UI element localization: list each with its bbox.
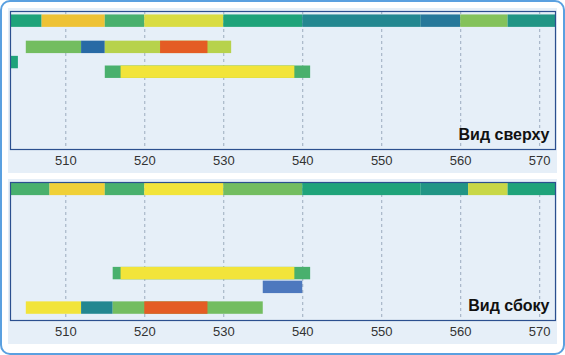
svg-text:510: 510 (55, 324, 77, 339)
svg-text:570: 570 (529, 324, 551, 339)
svg-text:560: 560 (450, 324, 472, 339)
svg-text:550: 550 (371, 324, 393, 339)
svg-text:560: 560 (450, 153, 472, 168)
svg-text:520: 520 (134, 153, 156, 168)
svg-text:530: 530 (213, 153, 235, 168)
svg-text:530: 530 (213, 324, 235, 339)
svg-text:Вид сбоку: Вид сбоку (468, 297, 549, 314)
svg-text:520: 520 (134, 324, 156, 339)
svg-text:510: 510 (55, 153, 77, 168)
svg-text:540: 540 (292, 324, 314, 339)
svg-text:540: 540 (292, 153, 314, 168)
svg-text:Вид сверху: Вид сверху (459, 126, 550, 143)
svg-text:550: 550 (371, 153, 393, 168)
svg-text:570: 570 (529, 153, 551, 168)
